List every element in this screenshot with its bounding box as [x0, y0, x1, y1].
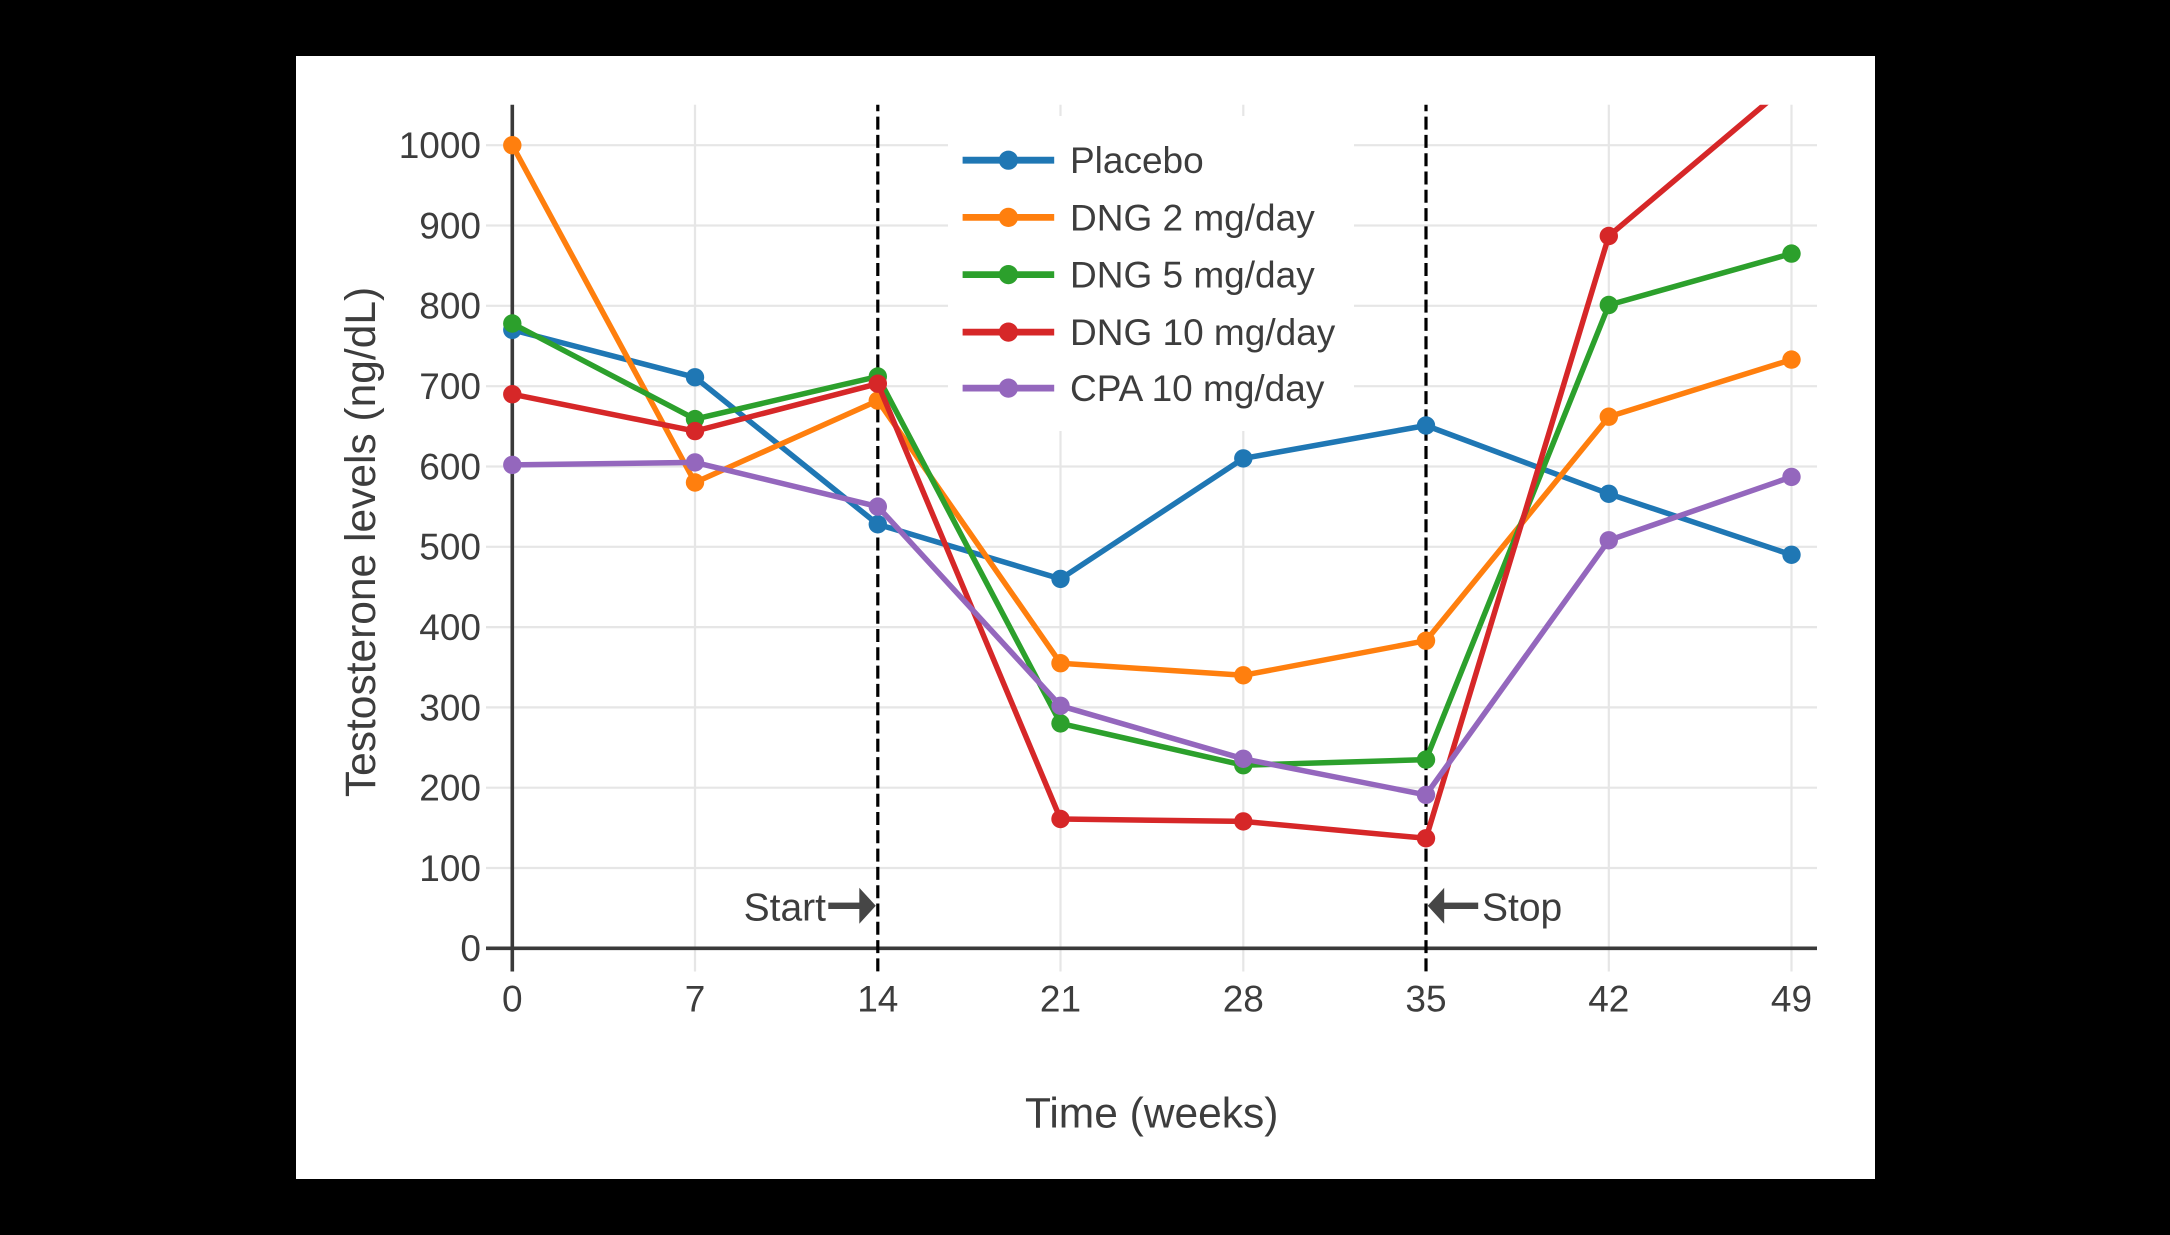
svg-text:800: 800	[419, 286, 481, 327]
svg-text:DNG 10 mg/day: DNG 10 mg/day	[1070, 312, 1336, 353]
svg-text:0: 0	[460, 928, 481, 969]
svg-text:900: 900	[419, 205, 481, 246]
svg-text:300: 300	[419, 687, 481, 728]
svg-text:1000: 1000	[399, 125, 481, 166]
svg-text:21: 21	[1040, 978, 1081, 1019]
svg-text:100: 100	[419, 848, 481, 889]
svg-text:7: 7	[685, 978, 706, 1019]
svg-text:600: 600	[419, 446, 481, 487]
svg-text:CPA 10 mg/day: CPA 10 mg/day	[1070, 368, 1325, 409]
svg-text:DNG 5 mg/day: DNG 5 mg/day	[1070, 255, 1315, 296]
svg-text:14: 14	[857, 978, 898, 1019]
svg-text:400: 400	[419, 607, 481, 648]
svg-text:49: 49	[1771, 978, 1812, 1019]
svg-text:35: 35	[1405, 978, 1446, 1019]
svg-text:42: 42	[1588, 978, 1629, 1019]
svg-text:Placebo: Placebo	[1070, 140, 1204, 181]
svg-text:0: 0	[502, 978, 523, 1019]
svg-text:28: 28	[1223, 978, 1264, 1019]
svg-text:500: 500	[419, 527, 481, 568]
svg-text:Time (weeks): Time (weeks)	[1025, 1091, 1278, 1138]
svg-text:200: 200	[419, 768, 481, 809]
svg-text:DNG 2 mg/day: DNG 2 mg/day	[1070, 197, 1315, 238]
svg-text:Start: Start	[744, 887, 827, 930]
svg-text:Stop: Stop	[1482, 887, 1562, 930]
svg-text:Testosterone levels (ng/dL): Testosterone levels (ng/dL)	[338, 287, 385, 797]
svg-text:700: 700	[419, 366, 481, 407]
